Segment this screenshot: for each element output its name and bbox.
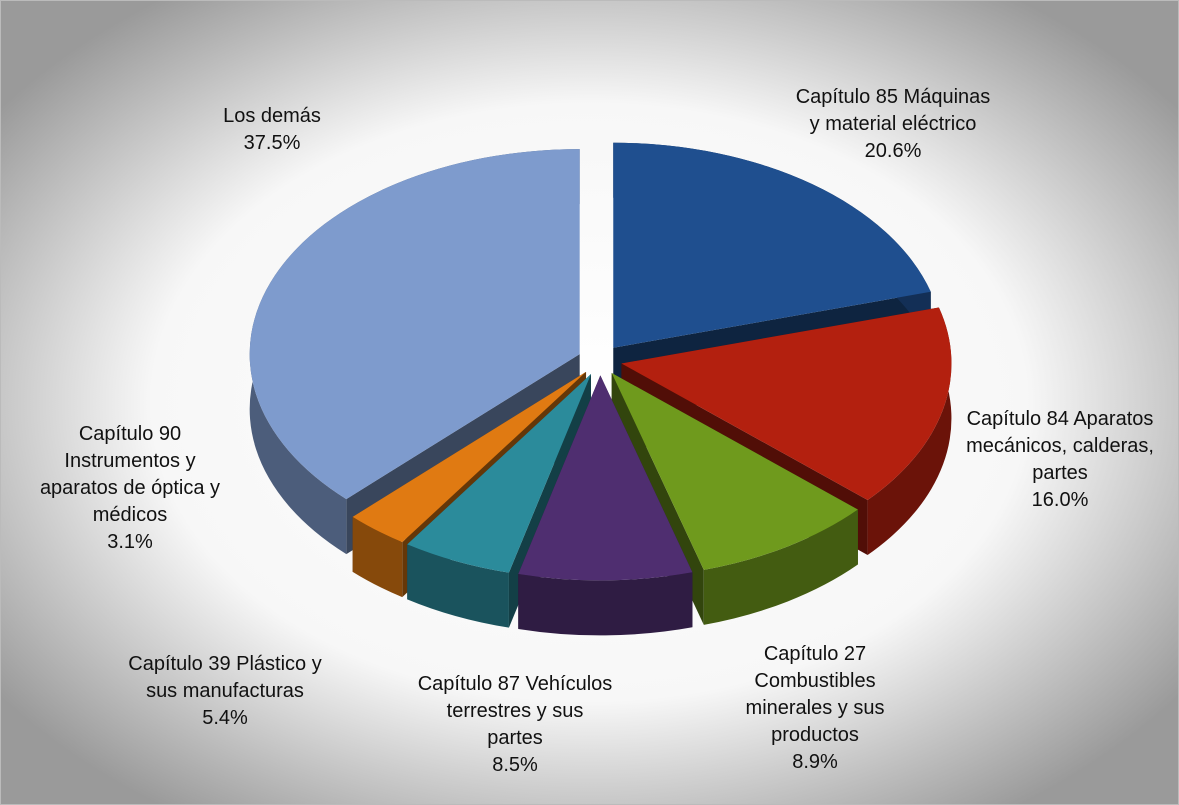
slice-label: Capítulo 85 Máquinas y material eléctrico xyxy=(796,86,991,135)
slice xyxy=(611,373,858,625)
value-label: 5.4% xyxy=(202,707,248,729)
value-label: 37.5% xyxy=(244,132,301,154)
slice-wall xyxy=(867,307,952,555)
slice-top xyxy=(249,149,580,500)
slice-top xyxy=(613,142,931,348)
slice-label: Capítulo 87 Vehículos terrestres y sus par… xyxy=(418,673,613,749)
slice-label: Capítulo 84 Aparatos mecánicos, calderas,… xyxy=(966,408,1154,484)
slice xyxy=(518,375,693,636)
slice-wall xyxy=(518,572,693,636)
slice-top xyxy=(621,307,952,500)
slice-wall xyxy=(703,509,858,625)
slice-top xyxy=(611,373,858,570)
value-label: 3.1% xyxy=(107,531,153,553)
slice-label: Capítulo 90 Instrumentos y aparatos de ópt… xyxy=(40,423,220,526)
slice-top xyxy=(407,374,592,573)
value-label: 20.6% xyxy=(865,140,922,162)
slice-wall xyxy=(352,516,403,598)
value-label: 16.0% xyxy=(1032,489,1089,511)
slice-label: Los demás xyxy=(223,105,321,127)
value-label: 8.5% xyxy=(492,754,538,776)
value-label: 8.9% xyxy=(792,751,838,773)
slice-label: Capítulo 27 Combustibles minerales y sus pr… xyxy=(746,643,885,746)
slice-label: Capítulo 39 Plástico y sus manufacturas xyxy=(128,653,321,702)
slice-wall xyxy=(407,544,509,628)
slice-top xyxy=(352,371,587,543)
slice-top xyxy=(518,375,693,581)
pie xyxy=(249,142,952,636)
